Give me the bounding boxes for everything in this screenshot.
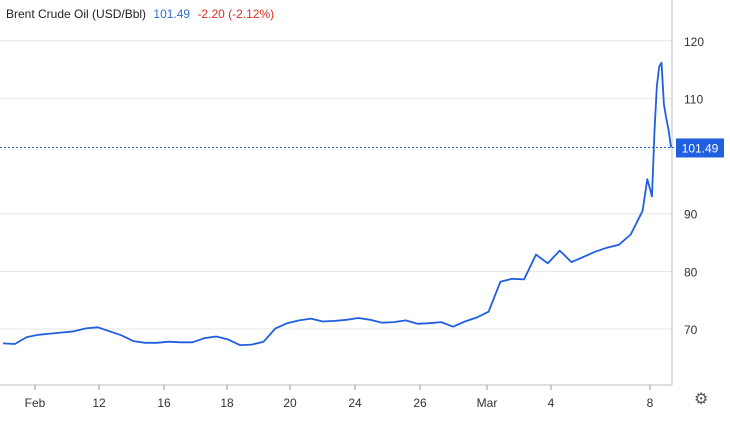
current-price: 101.49 bbox=[153, 7, 191, 21]
series-line bbox=[2, 61, 672, 347]
last-price-label: 101.49 bbox=[682, 141, 719, 155]
x-tick-label: 24 bbox=[348, 396, 362, 410]
chart-title: Brent Crude Oil (USD/Bbl) bbox=[6, 7, 147, 21]
y-tick-label: 90 bbox=[684, 208, 698, 222]
x-tick-label: Mar bbox=[477, 396, 498, 410]
y-tick-label: 80 bbox=[684, 265, 698, 279]
x-tick-label: 12 bbox=[92, 396, 106, 410]
x-tick-label: 4 bbox=[548, 396, 555, 410]
y-tick-label: 110 bbox=[684, 92, 703, 106]
chart-header: Brent Crude Oil (USD/Bbl) 101.49 -2.20 (… bbox=[6, 7, 274, 21]
x-tick-label: 20 bbox=[283, 396, 297, 410]
x-tick-label: Feb bbox=[25, 396, 46, 410]
x-tick-label: 16 bbox=[157, 396, 171, 410]
x-tick-label: 26 bbox=[413, 396, 427, 410]
y-tick-label: 120 bbox=[684, 35, 704, 49]
x-tick-label: 18 bbox=[220, 396, 234, 410]
price-change: -2.20 (-2.12%) bbox=[197, 7, 275, 21]
gear-icon[interactable]: ⚙ bbox=[694, 391, 709, 408]
x-tick-label: 8 bbox=[647, 396, 654, 410]
y-tick-label: 70 bbox=[684, 323, 698, 337]
last-price-badge bbox=[676, 138, 724, 158]
